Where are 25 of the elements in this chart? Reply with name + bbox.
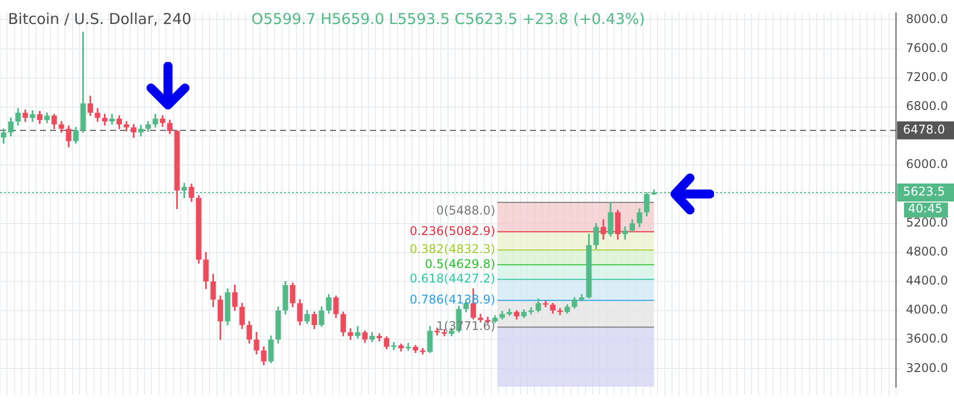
ref-line-label: 5623.5 [903,184,946,199]
y-tick-label: 3200.0 [906,360,948,375]
y-tick-label: 4400.0 [906,274,948,288]
annotation: O5599.7 H5659.0 L5593.5 C5623.5 +23.8 (+0.43%) [251,10,646,28]
y-tick-label: 7600.0 [906,40,948,55]
chart-title: Bitcoin / U.S. Dollar, 240 [8,10,192,28]
ref-line-label: 0(5488.0) [436,203,496,218]
ref-line-label: 6478.0 [903,122,946,136]
y-tick-label: 4000.0 [906,302,948,317]
candlestick [124,121,130,132]
y-tick-label: 6000.0 [906,157,948,172]
ref-line-label: 0.5(4629.8) [424,256,496,271]
candlestick [542,300,548,308]
ref-line-label: 0.236(5082.9) [410,224,496,238]
y-tick-label: 4800.0 [906,244,948,258]
y-tick-label: 8000.0 [906,12,948,26]
ref-line-label: 0.618(4427.2) [410,272,496,286]
y-tick-label: 7200.0 [906,70,948,84]
text: 40:45 [908,202,943,216]
y-tick-label: 3600.0 [906,332,948,346]
ref-line-label: 0.382(4832.3) [410,242,496,256]
y-tick-label: 5200.0 [906,215,948,230]
y-tick-label: 6800.0 [906,99,948,114]
candlestick [557,308,563,316]
candlestick [506,308,512,316]
